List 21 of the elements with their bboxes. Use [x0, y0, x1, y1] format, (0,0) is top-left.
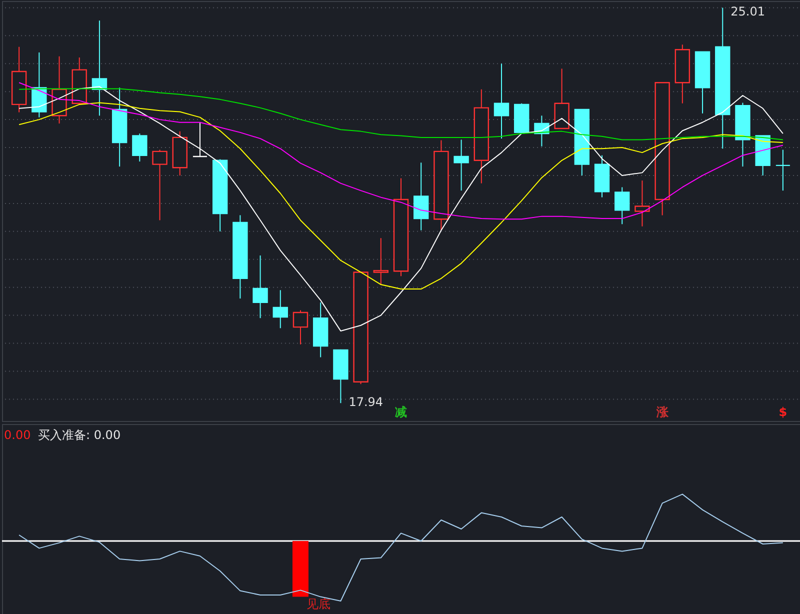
annotation: 涨 [655, 405, 670, 419]
candlestick [192, 122, 208, 158]
candlestick [252, 254, 268, 319]
annotation: 见底 [306, 596, 330, 611]
candlestick [272, 290, 288, 329]
candlestick [373, 238, 388, 286]
candlestick [775, 149, 791, 192]
text: 买入准备: 0.00 [38, 428, 121, 442]
candlestick [413, 162, 429, 231]
annotation: $ [778, 405, 788, 419]
candlestick [634, 180, 650, 227]
annotation: 减 [394, 405, 407, 419]
annotation: 17.94 [348, 395, 384, 410]
candlestick [454, 139, 469, 192]
candlestick [152, 149, 168, 221]
annotation: 25.01 [730, 4, 765, 19]
text: 0.00 [4, 428, 31, 442]
candlestick [292, 310, 308, 345]
candlestick [614, 186, 630, 225]
candlestick [132, 133, 148, 162]
candlestick [494, 63, 510, 140]
